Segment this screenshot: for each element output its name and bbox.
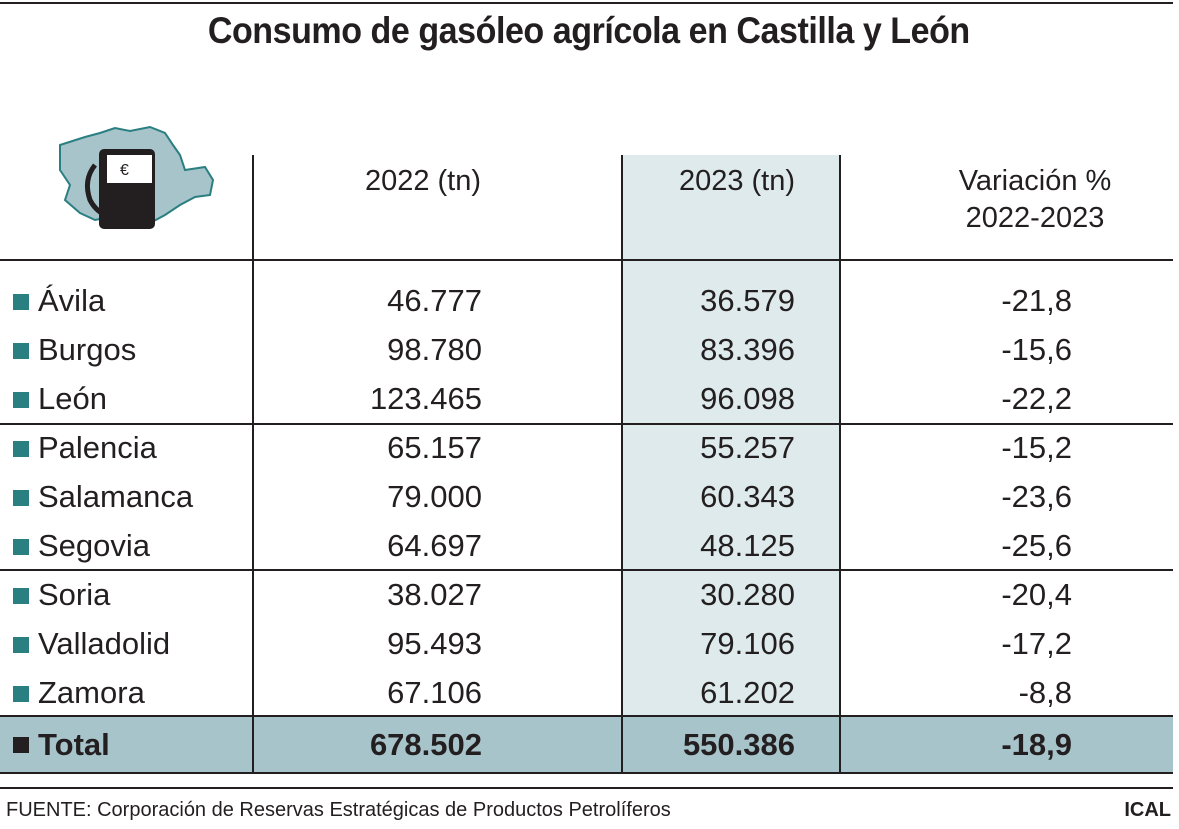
table-row: Palencia 65.157 55.257 -15,2 xyxy=(0,423,1173,472)
row-bullet xyxy=(13,539,29,555)
province-name: Valladolid xyxy=(38,626,171,661)
footer-rule xyxy=(0,787,1173,789)
variation: -20,4 xyxy=(1001,577,1072,612)
value-2023: 36.579 xyxy=(700,283,795,318)
value-2023: 55.257 xyxy=(700,430,795,465)
total-label: Total xyxy=(38,727,110,762)
province-name: León xyxy=(38,381,107,416)
column-divider xyxy=(252,155,254,773)
header-variation-line1: Variación % xyxy=(958,165,1112,197)
column-divider xyxy=(621,155,623,773)
variation: -21,8 xyxy=(1001,283,1072,318)
top-rule xyxy=(0,2,1173,4)
total-row-background xyxy=(0,716,1173,773)
value-2023: 48.125 xyxy=(700,528,795,563)
table-row: León 123.465 96.098 -22,2 xyxy=(0,374,1173,423)
header-rule xyxy=(0,259,1173,261)
table-row: Zamora 67.106 61.202 -8,8 xyxy=(0,668,1173,717)
total-row: Total 678.502 550.386 -18,9 xyxy=(0,717,1173,772)
group-rule xyxy=(0,423,1173,425)
province-name: Ávila xyxy=(38,283,106,318)
province-name: Salamanca xyxy=(38,479,194,514)
row-bullet xyxy=(13,441,29,457)
value-2023: 61.202 xyxy=(700,675,795,710)
value-2022: 95.493 xyxy=(387,626,482,661)
variation: -23,6 xyxy=(1001,479,1072,514)
table-row: Segovia 64.697 48.125 -25,6 xyxy=(0,521,1173,570)
value-2023: 79.106 xyxy=(700,626,795,661)
header-variation-line2: 2022-2023 xyxy=(965,202,1105,234)
value-2022: 65.157 xyxy=(387,430,482,465)
row-bullet xyxy=(13,637,29,653)
row-bullet xyxy=(13,490,29,506)
variation: -22,2 xyxy=(1001,381,1072,416)
total-bottom-rule xyxy=(0,772,1173,774)
row-bullet xyxy=(13,737,29,753)
total-variation: -18,9 xyxy=(1001,727,1072,762)
value-2023: 30.280 xyxy=(700,577,795,612)
source-note: FUENTE: Corporación de Reservas Estratég… xyxy=(6,799,671,821)
province-name: Burgos xyxy=(38,332,137,367)
row-bullet xyxy=(13,588,29,604)
header-2023: 2023 (tn) xyxy=(678,165,796,197)
variation: -15,6 xyxy=(1001,332,1072,367)
value-2022: 98.780 xyxy=(387,332,482,367)
province-name: Zamora xyxy=(38,675,145,710)
row-bullet xyxy=(13,343,29,359)
value-2023: 60.343 xyxy=(700,479,795,514)
value-2022: 79.000 xyxy=(387,479,482,514)
table-row: Burgos 98.780 83.396 -15,6 xyxy=(0,325,1173,374)
row-bullet xyxy=(13,294,29,310)
variation: -17,2 xyxy=(1001,626,1072,661)
value-2022: 67.106 xyxy=(387,675,482,710)
chart-title: Consumo de gasóleo agrícola en Castilla … xyxy=(207,10,970,51)
variation: -15,2 xyxy=(1001,430,1072,465)
total-2022: 678.502 xyxy=(369,727,482,762)
row-bullet xyxy=(13,392,29,408)
value-2022: 123.465 xyxy=(369,381,482,416)
table-row: Soria 38.027 30.280 -20,4 xyxy=(0,570,1173,619)
value-2022: 46.777 xyxy=(387,283,482,318)
header-2022: 2022 (tn) xyxy=(364,165,482,197)
credit: ICAL xyxy=(1124,799,1171,821)
row-bullet xyxy=(13,686,29,702)
variation: -8,8 xyxy=(1018,675,1072,710)
svg-text:€: € xyxy=(120,162,129,179)
group-rule xyxy=(0,569,1173,571)
province-name: Segovia xyxy=(38,528,151,563)
column-divider xyxy=(839,155,841,773)
variation: -25,6 xyxy=(1001,528,1072,563)
province-name: Palencia xyxy=(38,430,157,465)
value-2023: 96.098 xyxy=(700,381,795,416)
value-2022: 38.027 xyxy=(387,577,482,612)
table-row: Salamanca 79.000 60.343 -23,6 xyxy=(0,472,1173,521)
value-2023: 83.396 xyxy=(700,332,795,367)
fuel-pump-euro-map-icon: € xyxy=(59,125,215,229)
column-2023-background xyxy=(622,155,840,717)
province-name: Soria xyxy=(38,577,111,612)
total-2023: 550.386 xyxy=(682,727,795,762)
table-row: Ávila 46.777 36.579 -21,8 xyxy=(0,276,1173,325)
table-row: Valladolid 95.493 79.106 -17,2 xyxy=(0,619,1173,668)
value-2022: 64.697 xyxy=(387,528,482,563)
total-top-rule xyxy=(0,715,1173,717)
